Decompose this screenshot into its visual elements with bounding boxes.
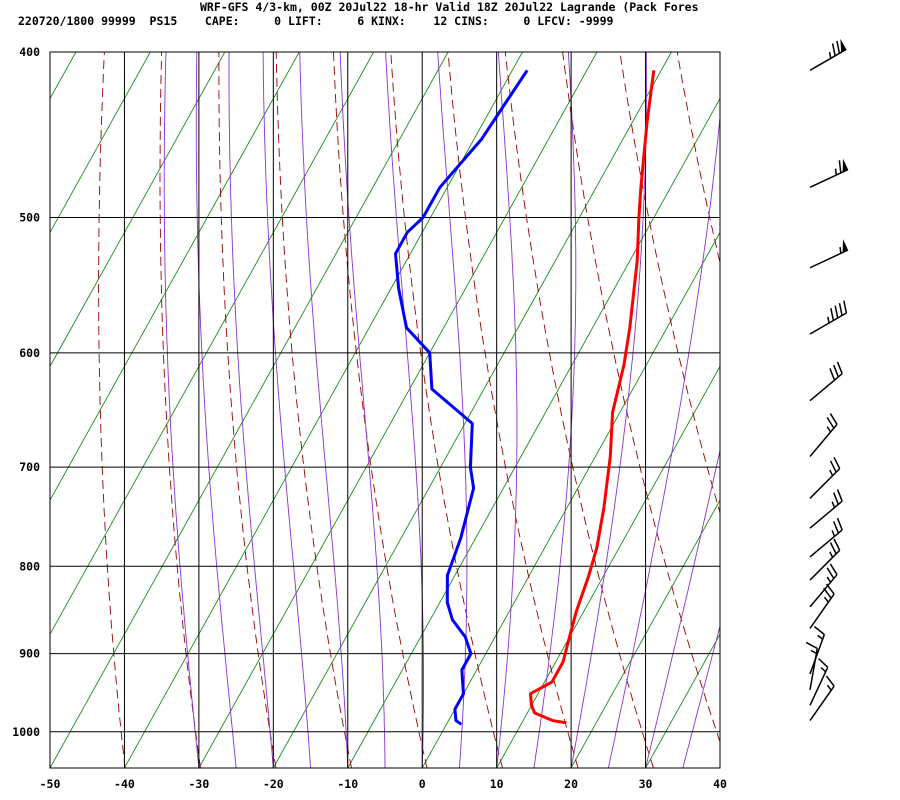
dry-adiabat-line: [619, 52, 720, 515]
isotherm-line: [272, 52, 672, 768]
sounding-indices: 220720/1800 99999 PS15 CAPE: 0 LIFT: 6 K…: [18, 14, 614, 28]
isotherm-line: [570, 499, 720, 768]
isotherm-line: [496, 365, 720, 768]
y-tick-label: 1000: [12, 725, 40, 739]
isotherm-line: [347, 97, 720, 768]
x-tick-label: 10: [490, 777, 504, 791]
dry-adiabat-line: [390, 52, 503, 768]
y-tick-label: 600: [19, 346, 40, 360]
wind-barb: [809, 158, 849, 188]
moist-adiabat-line: [262, 52, 312, 768]
isotherm-line: [198, 52, 598, 768]
dewpoint-profile: [394, 69, 529, 726]
wind-barb: [809, 538, 841, 581]
frame: [49, 51, 721, 769]
dry-adiabat-line: [159, 52, 201, 768]
wind-barb: [809, 300, 848, 335]
moist-adiabat-line: [607, 112, 720, 768]
moist-adiabat-line: [719, 766, 720, 768]
background-lines: [0, 52, 900, 768]
temperature-profile: [529, 70, 656, 725]
y-tick-label: 700: [19, 460, 40, 474]
wind-barb: [809, 517, 843, 558]
dry-adiabat-line: [447, 52, 579, 768]
isotherm-line: [719, 767, 720, 768]
wind-barb: [809, 583, 835, 629]
isotherm-line: [50, 52, 226, 368]
isotherm-line: [50, 52, 449, 768]
dry-adiabat-line: [504, 52, 654, 768]
moist-adiabat-line: [299, 52, 349, 768]
x-tick-label: 30: [639, 777, 653, 791]
moist-adiabat-line: [385, 52, 424, 768]
x-tick-label: 40: [713, 777, 727, 791]
dry-adiabat-line: [562, 52, 720, 744]
wind-barbs: [805, 38, 849, 722]
wind-barb: [809, 563, 838, 608]
isotherm-line: [50, 52, 300, 502]
moist-adiabat-line: [570, 52, 647, 768]
sounding-title: WRF-GFS 4/3-km, 00Z 20Jul22 18-hr Valid …: [200, 0, 699, 14]
moist-adiabat-line: [533, 52, 577, 768]
wind-barb: [805, 641, 819, 690]
dry-adiabat-line: [676, 52, 720, 265]
x-tick-label: -50: [40, 777, 61, 791]
isotherm-line: [421, 231, 720, 768]
isotherm-line: [869, 52, 900, 768]
wind-barb: [809, 361, 843, 402]
moist-adiabat-line: [163, 52, 200, 768]
x-tick-label: 0: [419, 777, 426, 791]
wind-barb: [809, 38, 847, 71]
moist-adiabat-line: [228, 52, 274, 768]
moist-adiabat-line: [496, 52, 518, 768]
y-tick-label: 500: [19, 211, 40, 225]
wind-barb: [809, 489, 843, 529]
x-tick-label: -40: [114, 777, 135, 791]
isotherm-line: [0, 52, 1, 768]
y-tick-label: 400: [19, 45, 40, 59]
grid-lines: [49, 51, 721, 768]
plot-frame: [49, 51, 721, 769]
x-tick-label: -30: [188, 777, 209, 791]
moist-adiabat-line: [757, 52, 900, 768]
wind-barb: [809, 413, 838, 457]
isotherm-line: [50, 52, 375, 636]
moist-adiabat-line: [339, 52, 386, 768]
moist-adiabat-line: [195, 52, 237, 768]
dry-adiabat-line: [218, 52, 277, 768]
wind-barb: [809, 626, 826, 675]
wind-barb: [809, 456, 841, 499]
dry-adiabat-line: [849, 52, 900, 768]
profiles: [394, 69, 656, 726]
x-tick-label: -10: [337, 777, 358, 791]
moist-adiabat-line: [645, 448, 720, 768]
tick-labels: -50 -40 -30 -20 -10 0 10 20 30 40 400 500 600 700 800 9…: [12, 45, 727, 791]
dry-adiabat-line: [735, 52, 900, 768]
moist-adiabat-line: [682, 624, 720, 768]
dry-adiabat-line: [98, 52, 126, 768]
isotherm-line: [645, 633, 720, 768]
wind-barb: [809, 658, 829, 706]
isotherm-line: [794, 52, 900, 768]
y-tick-label: 900: [19, 647, 40, 661]
y-tick-label: 800: [19, 559, 40, 573]
isotherm-line: [124, 52, 523, 768]
dry-adiabat-line: [792, 52, 900, 768]
wind-barb: [809, 675, 835, 722]
x-tick-label: -20: [263, 777, 284, 791]
isotherm-line: [50, 52, 151, 234]
x-tick-label: 20: [564, 777, 578, 791]
wind-barb: [809, 239, 849, 269]
